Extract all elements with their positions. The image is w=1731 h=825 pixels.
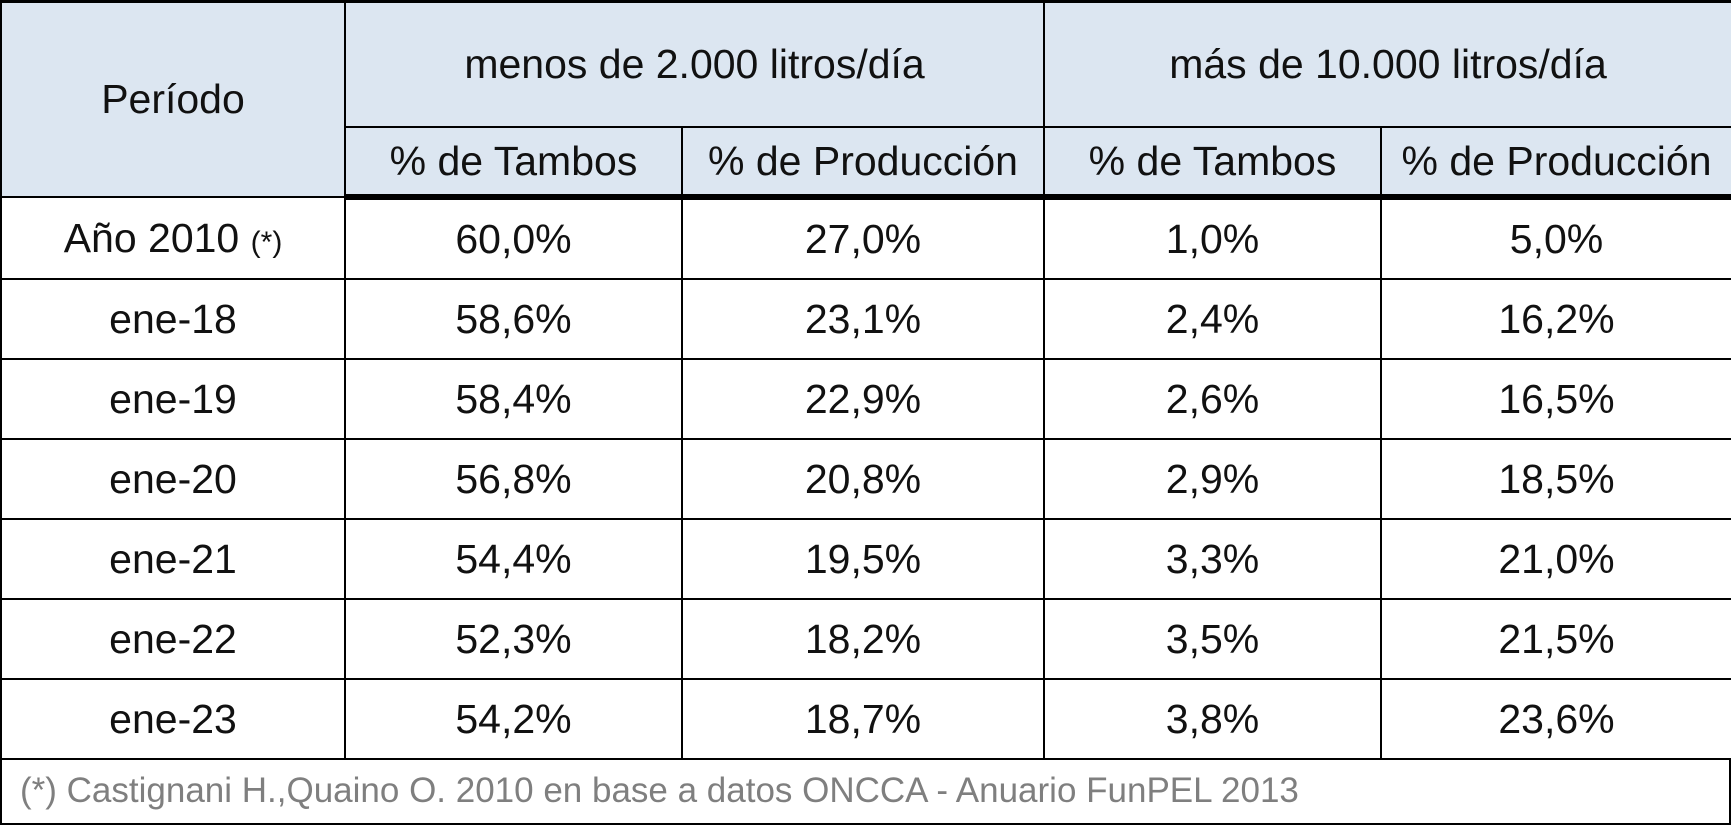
footnote-marker: (*) xyxy=(250,225,283,259)
cell-large-tambos: 3,3% xyxy=(1043,518,1383,600)
cell-large-tambos: 2,9% xyxy=(1043,438,1383,520)
table-row: Año 2010 (*) 60,0% 27,0% 1,0% 5,0% xyxy=(0,196,1731,280)
cell-small-produccion: 23,1% xyxy=(680,278,1046,360)
cell-large-produccion: 21,0% xyxy=(1380,518,1731,600)
header-group-small: menos de 2.000 litros/día xyxy=(343,0,1046,128)
cell-large-produccion: 21,5% xyxy=(1380,598,1731,680)
header-small-produccion: % de Producción xyxy=(680,126,1046,200)
header-row-subcolumns: % de Tambos % de Producción % de Tambos … xyxy=(1,126,1731,200)
header-group-large: más de 10.000 litros/día xyxy=(1043,0,1731,128)
cell-period: ene-18 xyxy=(0,278,346,360)
cell-large-produccion: 23,6% xyxy=(1380,678,1731,760)
cell-small-tambos: 54,4% xyxy=(344,518,683,600)
cell-small-produccion: 19,5% xyxy=(680,518,1046,600)
table-body: Año 2010 (*) 60,0% 27,0% 1,0% 5,0% ene-1… xyxy=(0,196,1731,760)
cell-small-tambos: 56,8% xyxy=(344,438,683,520)
header-large-tambos: % de Tambos xyxy=(1043,126,1383,200)
cell-small-produccion: 22,9% xyxy=(680,358,1046,440)
cell-large-tambos: 2,6% xyxy=(1043,358,1383,440)
cell-large-produccion: 5,0% xyxy=(1380,196,1731,280)
cell-small-produccion: 20,8% xyxy=(680,438,1046,520)
cell-small-tambos: 54,2% xyxy=(344,678,683,760)
cell-small-produccion: 18,7% xyxy=(680,678,1046,760)
cell-small-tambos: 60,0% xyxy=(344,196,683,280)
cell-period: ene-20 xyxy=(0,438,346,520)
cell-period: Año 2010 (*) xyxy=(0,196,346,280)
table-header: Período menos de 2.000 litros/día más de… xyxy=(0,0,1731,200)
table-row: ene-23 54,2% 18,7% 3,8% 23,6% xyxy=(0,678,1731,760)
cell-period: ene-23 xyxy=(0,678,346,760)
cell-period: ene-22 xyxy=(0,598,346,680)
cell-small-tambos: 58,4% xyxy=(344,358,683,440)
cell-small-tambos: 52,3% xyxy=(344,598,683,680)
header-large-produccion: % de Producción xyxy=(1380,126,1731,200)
cell-large-produccion: 16,5% xyxy=(1380,358,1731,440)
source-footnote: (*) Castignani H.,Quaino O. 2010 en base… xyxy=(0,760,1731,825)
cell-large-tambos: 2,4% xyxy=(1043,278,1383,360)
cell-period: ene-21 xyxy=(0,518,346,600)
cell-large-tambos: 1,0% xyxy=(1043,196,1383,280)
cell-small-produccion: 18,2% xyxy=(680,598,1046,680)
cell-large-produccion: 18,5% xyxy=(1380,438,1731,520)
table-row: ene-19 58,4% 22,9% 2,6% 16,5% xyxy=(0,358,1731,440)
header-row-groups: Período menos de 2.000 litros/día más de… xyxy=(0,0,1731,198)
table-row: ene-18 58,6% 23,1% 2,4% 16,2% xyxy=(0,278,1731,360)
cell-large-tambos: 3,8% xyxy=(1043,678,1383,760)
header-period: Período xyxy=(0,0,346,198)
cell-small-produccion: 27,0% xyxy=(680,196,1046,280)
table-row: ene-22 52,3% 18,2% 3,5% 21,5% xyxy=(0,598,1731,680)
cell-large-produccion: 16,2% xyxy=(1380,278,1731,360)
header-small-tambos: % de Tambos xyxy=(344,126,683,200)
cell-period: ene-19 xyxy=(0,358,346,440)
period-label: Año 2010 xyxy=(63,214,240,261)
cell-small-tambos: 58,6% xyxy=(344,278,683,360)
table-row: ene-20 56,8% 20,8% 2,9% 18,5% xyxy=(0,438,1731,520)
table-row: ene-21 54,4% 19,5% 3,3% 21,0% xyxy=(0,518,1731,600)
dairy-farm-table: Período menos de 2.000 litros/día más de… xyxy=(0,0,1731,760)
cell-large-tambos: 3,5% xyxy=(1043,598,1383,680)
